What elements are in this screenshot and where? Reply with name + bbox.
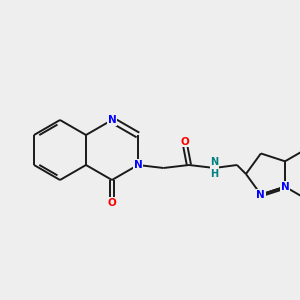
Text: O: O — [108, 197, 116, 208]
Text: N: N — [280, 182, 290, 192]
Text: N
H: N H — [210, 157, 218, 179]
Text: N: N — [108, 115, 116, 125]
Text: O: O — [180, 136, 189, 147]
Text: N: N — [134, 160, 142, 170]
Text: N: N — [256, 190, 265, 200]
